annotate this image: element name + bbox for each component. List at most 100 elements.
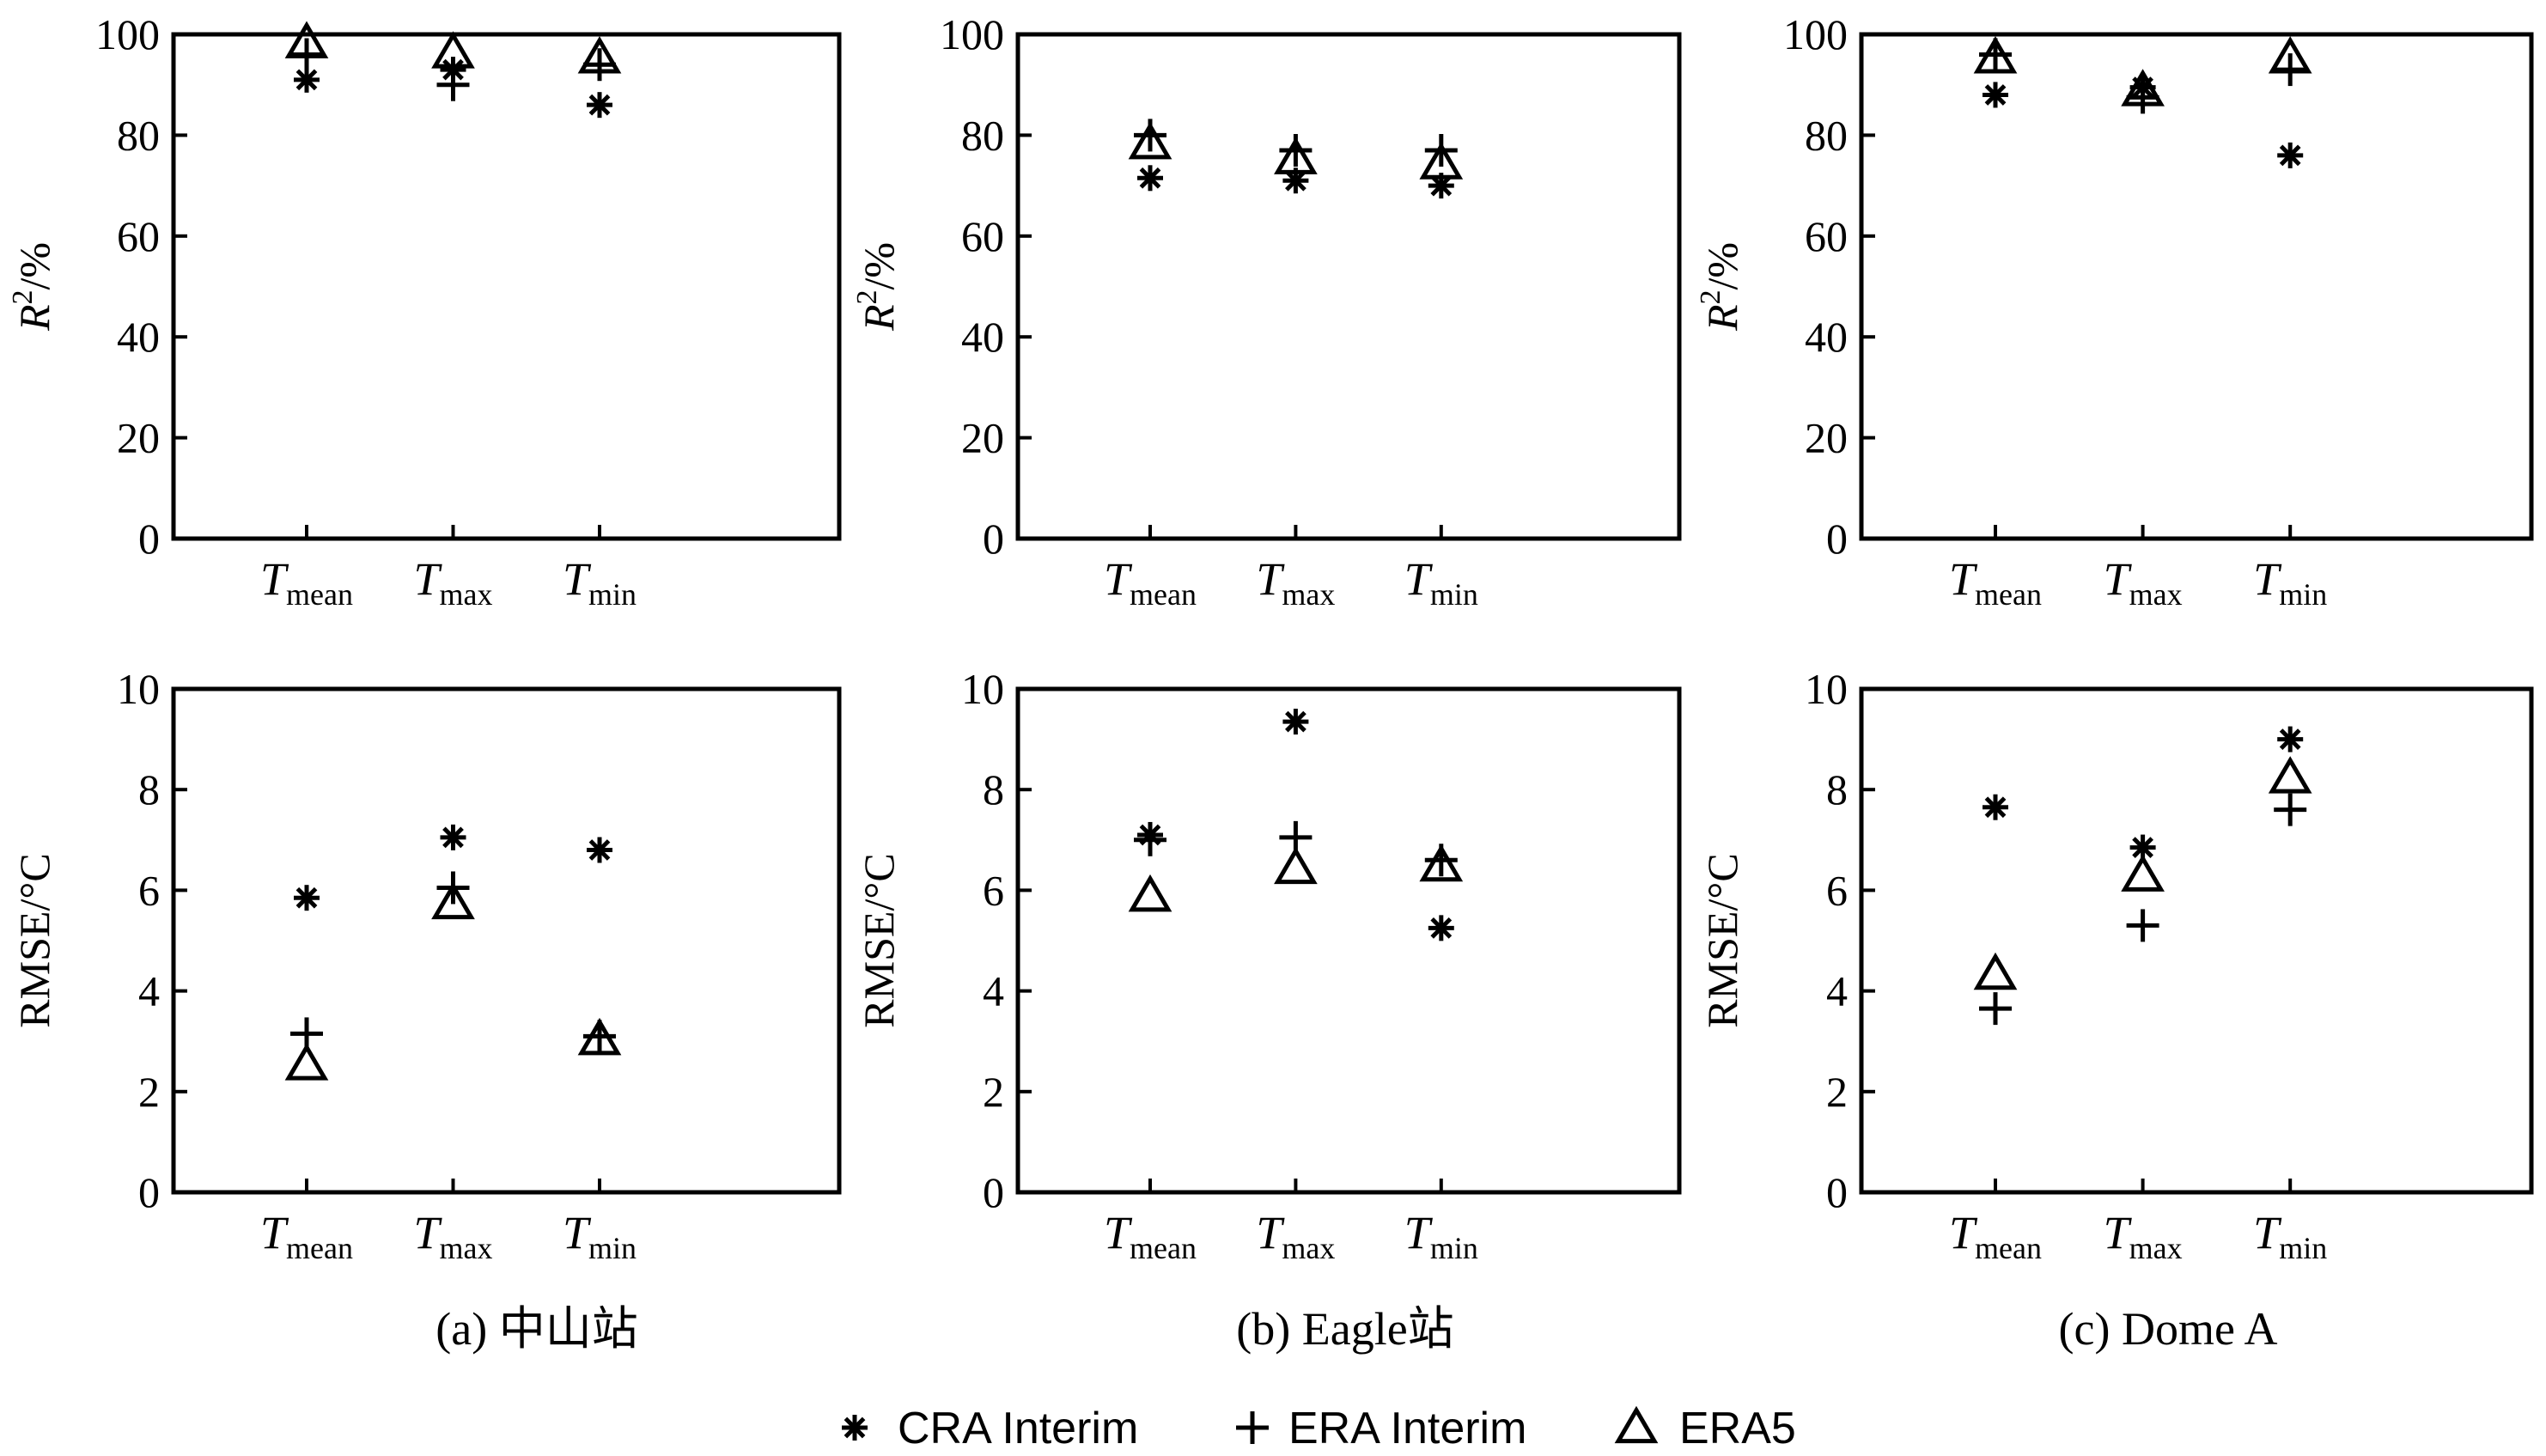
y-tick-label: 60 xyxy=(961,212,1004,260)
x-tick-label: Tmin xyxy=(563,553,636,612)
y-tick-label: 2 xyxy=(1826,1068,1848,1116)
plot-frame xyxy=(1015,32,1682,541)
y-axis-label: R2/% xyxy=(1695,242,1746,332)
point-asterisk-min xyxy=(587,92,612,119)
x-tick-label: Tmean xyxy=(260,553,353,612)
y-tick-label: 10 xyxy=(1805,665,1848,713)
point-triangle-mean xyxy=(1128,121,1172,160)
point-plus-max xyxy=(2126,81,2159,114)
plus-icon xyxy=(1236,1411,1269,1444)
y-tick-label: 20 xyxy=(117,414,160,462)
chart-r2-panel-2: 0 20 40 60 80 100 Tmean Tmax Tmin R2/% xyxy=(1695,10,2534,612)
point-triangle-max xyxy=(1274,137,1318,174)
y-axis-label: R2/% xyxy=(851,242,903,332)
point-plus-min xyxy=(2274,793,2307,826)
y-tick-label: 20 xyxy=(1805,414,1848,462)
point-plus-max xyxy=(2126,909,2159,942)
point-triangle-mean xyxy=(1128,874,1172,912)
point-triangle-min xyxy=(2268,756,2312,794)
y-tick-label: 6 xyxy=(1826,866,1848,914)
y-tick-label: 100 xyxy=(95,10,160,58)
y-tick-label: 8 xyxy=(983,765,1004,813)
triangle-icon xyxy=(1614,1405,1659,1444)
point-triangle-max xyxy=(2121,854,2165,892)
point-triangle-min xyxy=(577,36,622,74)
y-tick-label: 0 xyxy=(983,515,1004,563)
legend-marker-asterisk xyxy=(842,1415,868,1441)
y-tick-label: 80 xyxy=(961,111,1004,159)
asterisk-icon xyxy=(842,1415,868,1441)
chart-rmse-panel-2: 0 2 4 6 8 10 Tmean Tmax Tmin RMSE/°C xyxy=(1698,665,2534,1265)
point-asterisk-mean xyxy=(1983,82,2008,108)
point-plus-mean xyxy=(1979,992,2012,1026)
legend-label-cra-interim: CRA Interim xyxy=(898,1404,1138,1453)
y-tick-label: 20 xyxy=(961,414,1004,462)
x-tick-label: Tmean xyxy=(1949,1207,2042,1265)
y-tick-label: 4 xyxy=(983,967,1004,1015)
point-asterisk-mean xyxy=(294,66,320,93)
x-tick-label: Tmean xyxy=(1104,1207,1197,1265)
chart-r2-panel-1: 0 20 40 60 80 100 Tmean Tmax Tmin R2/% xyxy=(851,10,1682,612)
y-tick-label: 40 xyxy=(1805,313,1848,361)
y-tick-label: 0 xyxy=(1826,515,1848,563)
x-tick-label: Tmin xyxy=(2253,1207,2327,1265)
y-tick-label: 40 xyxy=(961,313,1004,361)
chart-r2-panel-0: 0 20 40 60 80 100 Tmean Tmax Tmin R2/% xyxy=(7,10,842,612)
y-axis-label: RMSE/°C xyxy=(1698,853,1746,1027)
point-asterisk-min xyxy=(2277,726,2304,752)
x-tick-label: Tmax xyxy=(1256,1207,1335,1265)
y-tick-label: 40 xyxy=(117,313,160,361)
y-tick-label: 0 xyxy=(1826,1168,1848,1216)
y-tick-label: 80 xyxy=(1805,111,1848,159)
x-tick-label: Tmax xyxy=(413,1207,492,1265)
y-axis-label: R2/% xyxy=(7,242,58,332)
y-axis-label: RMSE/°C xyxy=(855,853,903,1027)
y-tick-label: 6 xyxy=(983,866,1004,914)
legend-label-era5: ERA5 xyxy=(1679,1404,1796,1453)
x-tick-label: Tmax xyxy=(2104,1207,2183,1265)
y-tick-label: 100 xyxy=(940,10,1004,58)
y-tick-label: 2 xyxy=(138,1068,160,1116)
y-tick-label: 60 xyxy=(1805,212,1848,260)
y-tick-label: 8 xyxy=(1826,765,1848,813)
y-tick-label: 10 xyxy=(117,665,160,713)
point-triangle-min xyxy=(1419,142,1464,180)
y-tick-label: 8 xyxy=(138,765,160,813)
legend: CRA Interim ERA Interim ERA5 xyxy=(842,1404,1796,1453)
point-triangle-min xyxy=(577,1017,622,1056)
x-tick-label: Tmin xyxy=(1404,553,1478,612)
panel-caption-c: (c) Dome A xyxy=(2059,1303,2278,1355)
point-asterisk-max xyxy=(1282,709,1309,735)
point-triangle-max xyxy=(431,881,475,920)
x-tick-label: Tmean xyxy=(260,1207,353,1265)
point-asterisk-min xyxy=(1428,915,1454,941)
point-plus-mean xyxy=(1134,823,1166,856)
y-tick-label: 10 xyxy=(961,665,1004,713)
legend-marker-triangle xyxy=(1614,1405,1659,1444)
chart-rmse-panel-1: 0 2 4 6 8 10 Tmean Tmax Tmin RMSE/°C xyxy=(855,665,1682,1265)
plot-frame xyxy=(1859,686,2534,1195)
y-tick-label: 2 xyxy=(983,1068,1004,1116)
x-tick-label: Tmin xyxy=(1404,1207,1478,1265)
point-asterisk-mean xyxy=(1137,165,1163,192)
x-tick-label: Tmax xyxy=(413,553,492,612)
point-triangle-max xyxy=(431,31,475,69)
x-tick-label: Tmax xyxy=(2104,553,2183,612)
x-tick-label: Tmax xyxy=(1256,553,1335,612)
y-tick-label: 80 xyxy=(117,111,160,159)
panel-caption-b: (b) Eagle站 xyxy=(1236,1303,1453,1355)
y-tick-label: 6 xyxy=(138,866,160,914)
point-asterisk-max xyxy=(440,824,466,850)
point-plus-min xyxy=(583,48,616,82)
point-asterisk-mean xyxy=(294,885,320,911)
y-tick-label: 0 xyxy=(138,1168,160,1216)
y-tick-label: 4 xyxy=(138,967,160,1015)
point-triangle-mean xyxy=(1973,36,2018,74)
point-triangle-mean xyxy=(1973,952,2018,990)
point-triangle-mean xyxy=(284,1043,329,1081)
point-triangle-max xyxy=(1274,846,1318,885)
y-tick-label: 100 xyxy=(1783,10,1848,58)
point-asterisk-mean xyxy=(1983,794,2008,820)
point-triangle-max xyxy=(2121,69,2165,107)
